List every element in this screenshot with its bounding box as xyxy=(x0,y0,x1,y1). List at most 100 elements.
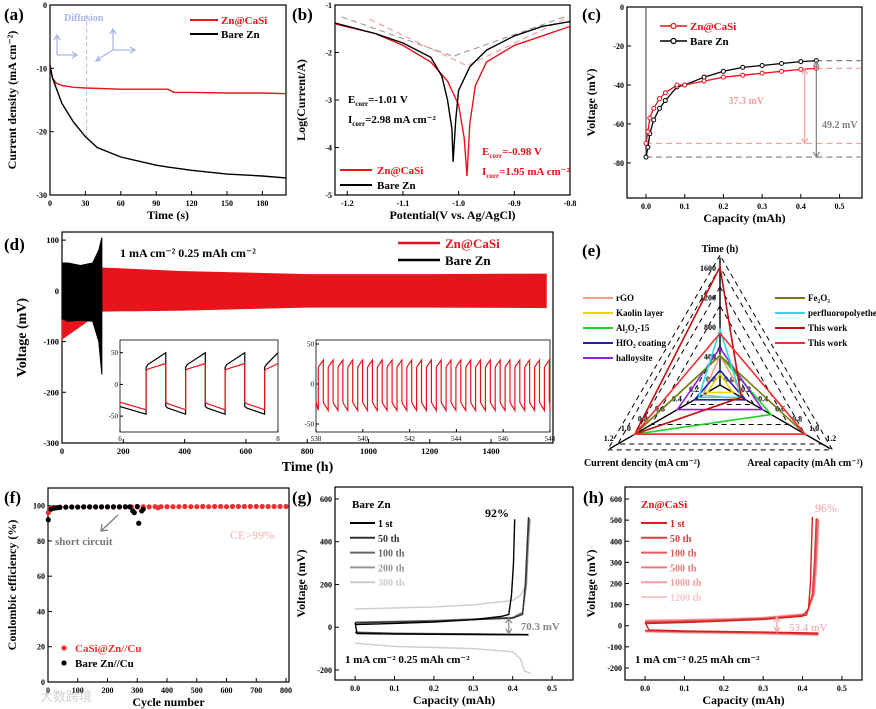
condition-label: 1 mA cm⁻² 0.25 mAh cm⁻² xyxy=(345,654,470,666)
x-tick-label: 0.0 xyxy=(350,684,360,693)
x-tick-label: 0.3 xyxy=(468,684,478,693)
plot-frame xyxy=(47,487,290,683)
legend-label: 1 st xyxy=(670,519,685,530)
series-line-0 xyxy=(334,23,571,177)
x-tick-label: -0.9 xyxy=(508,199,521,208)
data-point xyxy=(283,503,289,510)
data-point xyxy=(643,154,649,160)
panel-f: 0 100 200 300 400 500 600 700 800 0 20 40 60 80 100 Cyc… xyxy=(4,487,292,709)
data-point xyxy=(57,504,63,510)
data-point xyxy=(720,68,726,74)
x-tick-label: 700 xyxy=(250,686,262,695)
x-tick-label: 400 xyxy=(161,686,173,695)
y-tick-label: 40 xyxy=(37,607,45,616)
legend-label: HfO₂ coating xyxy=(616,338,666,348)
series-line-1 xyxy=(334,20,571,162)
data-point xyxy=(720,74,726,80)
series-line-0 xyxy=(49,65,287,95)
tafel-fit-line xyxy=(341,16,565,57)
voltage-envelope-1 xyxy=(61,237,103,375)
x-tick-label: 600 xyxy=(240,446,253,456)
y-tick-label: 0 xyxy=(311,381,315,389)
plot-frame xyxy=(49,4,287,196)
data-point xyxy=(759,62,765,68)
data-point xyxy=(759,70,765,76)
data-point xyxy=(69,504,75,510)
legend-label: 100 th xyxy=(378,549,405,560)
y-tick-label: -200 xyxy=(43,387,59,397)
arrow-head-icon xyxy=(773,626,781,634)
legend-label: 1 st xyxy=(378,519,393,530)
x-tick-label: 0.4 xyxy=(508,684,518,693)
legend-label: Zn@CaSi xyxy=(221,15,267,27)
radar-tick-label: 1200 xyxy=(700,294,716,303)
polarization-label: 70.3 mV xyxy=(521,621,560,633)
radar-grid xyxy=(650,304,790,426)
radar-series-8 xyxy=(633,332,807,436)
data-point xyxy=(81,504,87,510)
x-tick-label: 0.4 xyxy=(796,202,806,211)
legend-label: 1000 th xyxy=(670,578,702,589)
x-tick-label: 6 xyxy=(118,435,122,443)
data-point xyxy=(645,129,651,135)
x-tick-label: -1.0 xyxy=(452,199,465,208)
data-point xyxy=(98,504,105,510)
data-point xyxy=(645,144,651,150)
x-axis-title: Time (h) xyxy=(282,460,334,475)
legend-label: perfluoropolyether xyxy=(808,308,876,318)
radar-axis xyxy=(609,384,721,450)
arrow-head-icon xyxy=(812,151,820,159)
inset-frame xyxy=(119,339,279,433)
data-point xyxy=(241,503,247,510)
y-tick-label: 300 xyxy=(610,558,622,567)
radar-tick-label: 1.0 xyxy=(621,424,631,433)
data-point xyxy=(229,503,236,510)
inset-2: 538 540 542 544 546 548 50 0 -50 xyxy=(305,339,556,443)
x-tick-label: -0.8 xyxy=(564,199,577,208)
x-axis-title: Potential(V vs. Ag/AgCl) xyxy=(389,208,515,222)
x-tick-label: 800 xyxy=(301,446,314,456)
corrosion-E-label: Ecorr=-1.01 V xyxy=(348,94,408,108)
legend-label: Zn@CaSi xyxy=(377,165,423,177)
arrow-icon xyxy=(100,514,119,532)
x-tick-label: 0.0 xyxy=(641,202,651,211)
panel-e: (e)400800120016000.00.20.40.60.81.01.20.… xyxy=(582,241,876,469)
legend-label: Zn@CaSi xyxy=(690,21,736,33)
y-tick-label: -10 xyxy=(36,64,47,73)
y-tick-label: -4 xyxy=(325,144,332,153)
inset-frame xyxy=(315,339,551,433)
data-point xyxy=(136,520,142,526)
inset-wave xyxy=(119,362,279,411)
corrosion-E-label: Ecorr=-0.98 V xyxy=(482,146,542,160)
data-point xyxy=(223,504,230,510)
y-tick-label: 400 xyxy=(610,537,622,546)
discharge-curve xyxy=(354,622,529,636)
panel-label: (f) xyxy=(4,488,21,507)
y-axis-title: Voltage (mV) xyxy=(294,550,308,618)
radar-axis-title: Time (h) xyxy=(702,244,739,255)
data-point xyxy=(93,504,99,510)
data-point xyxy=(104,504,111,510)
data-point xyxy=(217,503,224,510)
x-tick-label: 400 xyxy=(178,446,191,456)
x-tick-label: 0.5 xyxy=(547,684,557,693)
x-tick-label: 0.2 xyxy=(718,202,728,211)
watermark: 大数跨境 xyxy=(40,690,93,705)
series-line-1 xyxy=(645,59,817,158)
data-point xyxy=(674,82,680,88)
data-point xyxy=(134,503,140,510)
data-point xyxy=(798,66,804,72)
y-axis-title: Log(Current/A) xyxy=(294,59,308,141)
x-tick-label: 542 xyxy=(404,435,415,443)
legend-marker xyxy=(61,645,67,651)
symbol: I xyxy=(348,114,352,126)
short-circuit-label: short circuit xyxy=(55,536,113,548)
panel-label: (b) xyxy=(292,5,313,24)
y-tick-label: -40 xyxy=(613,81,624,90)
plot-frame xyxy=(334,486,574,681)
y-tick-label: -1 xyxy=(325,1,332,10)
data-point xyxy=(740,72,746,78)
radar-axis-title: Areal capacity (mAh cm⁻²) xyxy=(747,458,863,469)
x-tick-label: 1200 xyxy=(421,446,438,456)
condition-label: 1 mA cm⁻² 0.25 mAh cm⁻² xyxy=(120,246,256,260)
